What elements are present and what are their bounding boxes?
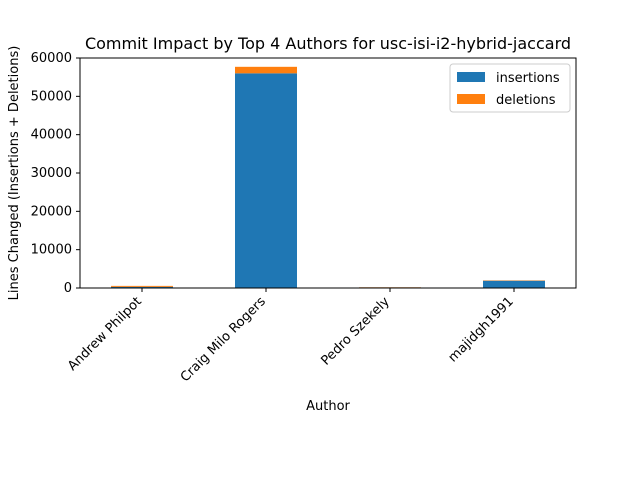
y-tick-label: 30000 (31, 166, 72, 181)
x-tick-label: majidgh1991 (446, 294, 517, 365)
y-tick-label: 0 (64, 281, 72, 296)
legend-swatch-deletions (457, 94, 485, 104)
y-tick-label: 20000 (31, 204, 72, 219)
y-tick-label: 60000 (31, 51, 72, 66)
x-tick-label: Pedro Szekely (318, 294, 393, 369)
y-axis-label: Lines Changed (Insertions + Deletions) (7, 46, 22, 301)
legend: insertions deletions (450, 64, 570, 112)
x-axis: Andrew Philpot Craig Milo Rogers Pedro Sze… (65, 288, 517, 385)
bar-deletions-1 (235, 67, 297, 74)
x-tick-label: Andrew Philpot (65, 294, 145, 374)
y-tick-label: 40000 (31, 128, 72, 143)
x-axis-label: Author (306, 399, 350, 414)
y-tick-label: 50000 (31, 89, 72, 104)
y-tick-label: 10000 (31, 243, 72, 258)
chart-title: Commit Impact by Top 4 Authors for usc-i… (85, 34, 571, 53)
bar-deletions-0 (111, 286, 173, 287)
x-tick-label: Craig Milo Rogers (178, 294, 269, 385)
y-axis: 0 10000 20000 30000 40000 50000 60000 (31, 51, 80, 296)
legend-label-deletions: deletions (496, 93, 556, 108)
legend-label-insertions: insertions (496, 71, 560, 86)
legend-swatch-insertions (457, 72, 485, 82)
bar-insertions-1 (235, 73, 297, 288)
bar-insertions-3 (483, 281, 545, 288)
